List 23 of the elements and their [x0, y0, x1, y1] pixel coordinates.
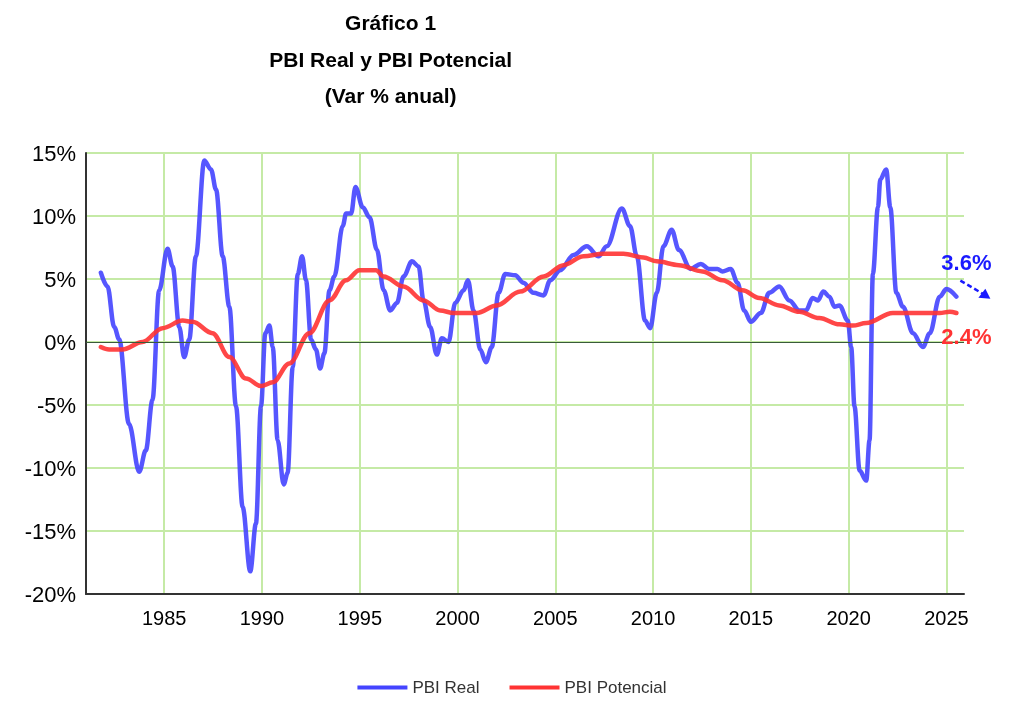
x-tick-label: 1990: [239, 607, 285, 629]
y-tick-label: -10%: [24, 455, 76, 481]
x-tick-label: 2010: [630, 607, 676, 629]
y-tick-label: 5%: [44, 266, 76, 292]
y-tick-label: -15%: [24, 518, 76, 544]
y-tick-label: -5%: [36, 392, 76, 418]
legend-label: PBI Potencial: [564, 678, 667, 697]
x-tick-label: 2000: [435, 607, 480, 629]
chart-subtitle: PBI Real y PBI Potencial (Var % anual): [269, 47, 513, 107]
legend-label: PBI Real: [412, 678, 480, 697]
y-tick-label: 0%: [44, 329, 76, 355]
x-tick-label: 2025: [924, 607, 969, 629]
x-tick-label: 1985: [141, 607, 187, 629]
x-tick-label: 2015: [728, 607, 774, 629]
y-tick-label: -20%: [24, 581, 76, 607]
y-tick-label: 15%: [31, 140, 76, 166]
y-tick-label: 10%: [31, 203, 76, 229]
annotation: 2.4%: [941, 323, 992, 349]
x-tick-label: 1995: [337, 607, 383, 629]
x-tick-label: 2005: [533, 607, 578, 629]
x-tick-label: 2020: [826, 607, 871, 629]
annotation: 3.6%: [941, 250, 992, 276]
chart-title: Gráfico 1: [345, 10, 437, 34]
